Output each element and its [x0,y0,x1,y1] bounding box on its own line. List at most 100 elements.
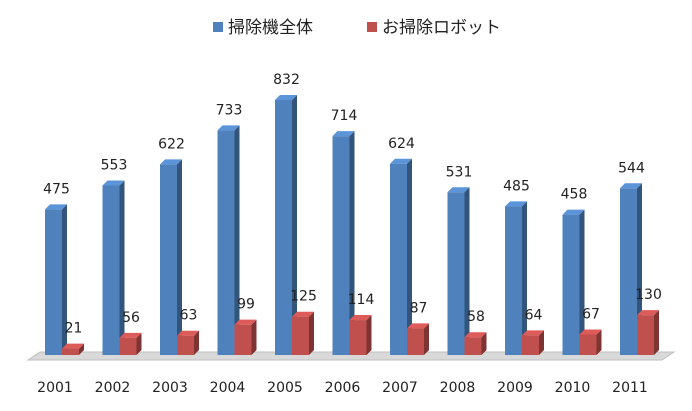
bar-side [596,329,602,355]
bar-top [62,343,84,349]
data-label: 531 [446,164,473,180]
bar [464,337,482,355]
bar [177,335,194,355]
bar-side [424,323,429,355]
bar-top [275,95,297,100]
bar-side [119,180,125,355]
bar-side [464,187,470,355]
data-label: 67 [582,306,600,322]
bar [505,206,522,355]
bar-side [177,159,182,355]
bar-top [447,187,470,193]
bar [62,348,79,355]
data-label: 58 [467,309,485,325]
bar-side [309,311,314,355]
bar [390,163,407,355]
bar-side [481,332,487,355]
bar-top [562,209,585,215]
bar-side [522,201,527,355]
x-tick-label: 2002 [95,380,131,396]
bar [620,188,637,355]
bar-side [407,158,412,355]
bar-top [505,201,527,207]
data-label: 553 [101,158,128,174]
bar-side [539,330,544,355]
data-label: 87 [410,300,428,316]
bar-top [407,323,429,329]
data-label: 63 [180,308,198,324]
bar-top [390,158,412,164]
bar-top [160,159,182,165]
data-label: 622 [158,136,185,152]
bar [275,100,292,355]
bar-top [464,332,487,338]
bar-top [522,330,544,336]
bar [447,192,465,355]
bar [160,164,177,355]
bar-top [620,183,642,189]
data-label: 458 [561,187,588,203]
bar [637,315,654,355]
bar-side [234,125,240,355]
bar [407,328,424,355]
bar-top [177,330,199,336]
legend-label: お掃除ロボット [382,18,501,38]
x-tick-label: 2004 [210,380,246,396]
bar-top [332,131,355,137]
x-tick-label: 2009 [497,380,533,396]
x-tick-label: 2010 [555,380,591,396]
data-label: 56 [122,310,140,326]
bar [349,320,367,355]
data-label: 130 [635,287,662,303]
x-tick-label: 2001 [37,380,73,396]
data-label: 99 [237,297,255,313]
bar [522,335,539,355]
bar [45,209,62,355]
bar-side [251,319,257,355]
bar-top [119,332,142,338]
data-label: 21 [65,321,83,337]
x-tick-label: 2011 [612,380,648,396]
bar-top [102,180,125,186]
bar-top [579,329,602,335]
legend-swatch [213,22,223,32]
legend-label: 掃除機全体 [228,18,313,38]
bar [332,136,350,355]
bar-side [194,330,199,355]
legend-swatch [367,22,377,32]
bar-side [579,209,585,355]
data-label: 485 [503,178,530,194]
data-label: 114 [348,292,375,308]
bar-top [217,125,240,131]
data-label: 733 [216,102,243,118]
x-tick-label: 2003 [152,380,188,396]
data-label: 64 [525,307,543,323]
bar-top [45,204,67,210]
x-tick-label: 2006 [325,380,361,396]
data-label: 832 [273,72,300,88]
bar-side [349,131,355,355]
bar [234,324,252,355]
bar [292,316,309,355]
bar-top [292,311,314,317]
bar [579,334,597,355]
bar [119,337,137,355]
x-tick-label: 2005 [267,380,303,396]
bar [217,130,235,355]
data-label: 714 [331,108,358,124]
bar-side [366,315,372,355]
bar-top [349,315,372,321]
bar [562,214,580,355]
bar-side [62,204,67,355]
data-label: 475 [43,181,70,197]
x-tick-label: 2007 [382,380,418,396]
bar-top [234,319,257,325]
bar-side [654,310,659,355]
x-tick-label: 2008 [440,380,476,396]
bar-side [79,343,84,355]
bar-side [136,332,142,355]
data-label: 125 [290,289,317,305]
bar [102,185,120,355]
